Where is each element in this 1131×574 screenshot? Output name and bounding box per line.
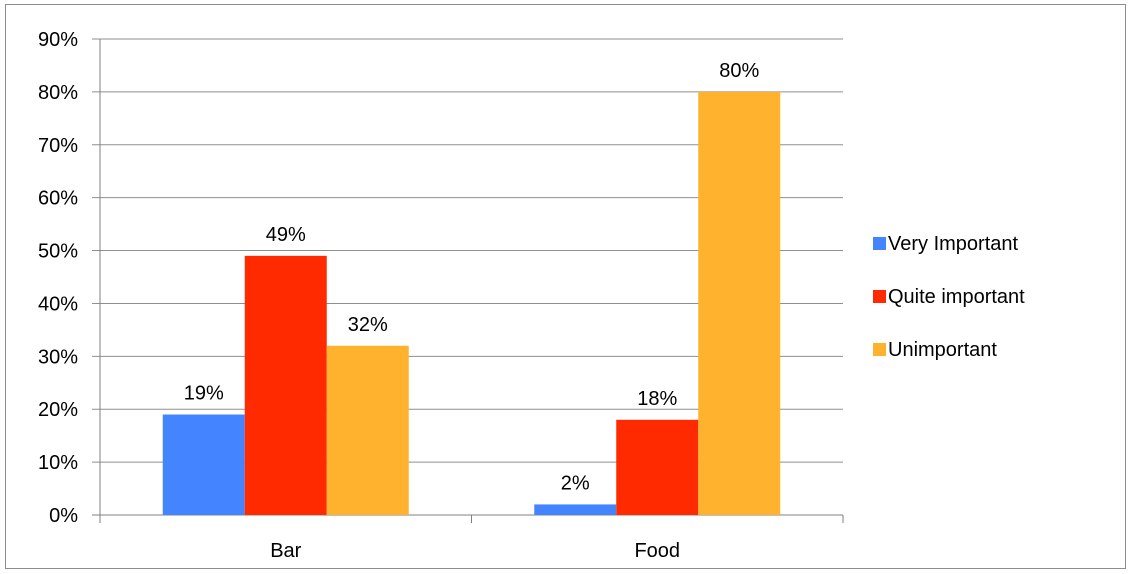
data-label: 2% [561, 472, 590, 494]
legend-swatch [873, 237, 886, 250]
y-tick-label: 80% [38, 82, 78, 104]
bar-quite-important [616, 419, 699, 515]
y-tick-label: 10% [38, 452, 78, 474]
y-axis-ticks: 0% 10% 20% 30% 40% 50% 60% 70% 80% 90% [38, 29, 78, 527]
bar-very-important [534, 504, 617, 515]
bar-quite-important [244, 255, 327, 515]
y-tick-label: 20% [38, 399, 78, 421]
data-label: 18% [637, 388, 677, 410]
legend-label: Quite important [888, 286, 1025, 308]
data-labels: 19% 49% 32% 2% 18% 80% [184, 60, 760, 495]
bar-unimportant [698, 91, 781, 515]
bars [162, 91, 781, 515]
bar-unimportant [326, 345, 409, 515]
legend-label: Unimportant [888, 339, 997, 361]
bar-very-important [162, 414, 245, 515]
data-label: 19% [184, 383, 224, 405]
legend-swatch [873, 343, 886, 356]
y-tick-label: 40% [38, 293, 78, 315]
y-tick-label: 50% [38, 241, 78, 263]
data-label: 80% [719, 60, 759, 82]
y-tick-label: 60% [38, 188, 78, 210]
y-tick-label: 90% [38, 29, 78, 51]
data-label: 32% [348, 314, 388, 336]
category-label: Bar [270, 540, 301, 562]
y-tick-label: 70% [38, 135, 78, 157]
y-tick-label: 30% [38, 346, 78, 368]
y-tick-label: 0% [49, 505, 78, 527]
data-label: 49% [266, 224, 306, 246]
legend: Very Important Quite important Unimportant [873, 233, 1025, 361]
x-axis: Bar Food [99, 515, 844, 562]
legend-label: Very Important [888, 233, 1019, 255]
category-label: Food [634, 540, 680, 562]
legend-swatch [873, 290, 886, 303]
